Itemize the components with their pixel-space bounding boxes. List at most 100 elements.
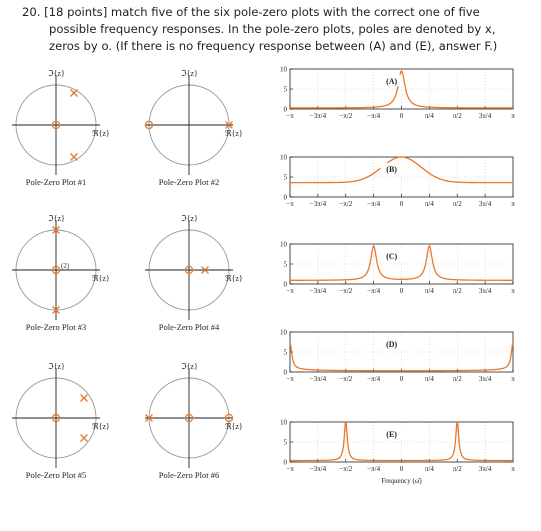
x-tick-label: π: [511, 200, 515, 208]
x-tick-label: 3π/4: [479, 465, 492, 473]
frequency-response-3: 0 5 10 −π −3π/4 −π/2 −π/4 0 π/4 π/2 3π/4 π (C): [280, 241, 515, 296]
y-tick-label: 10: [280, 329, 288, 337]
y-tick-label: 10: [280, 241, 288, 249]
x-tick-label: −3π/4: [310, 112, 327, 120]
x-tick-label: 0: [400, 287, 404, 295]
x-tick-label: π/4: [425, 287, 434, 295]
pole-stroke: [52, 306, 60, 314]
real-axis-label: ℜ{z}: [92, 422, 110, 431]
x-tick-label: π/2: [453, 200, 462, 208]
y-tick-label: 5: [284, 174, 288, 182]
pole-stroke: [70, 89, 78, 97]
x-tick-label: 0: [400, 465, 404, 473]
x-tick-label: 0: [400, 112, 404, 120]
x-tick-label: 3π/4: [479, 287, 492, 295]
response-curve: [290, 70, 513, 109]
y-tick-label: 0: [284, 106, 288, 114]
pole-stroke: [80, 434, 88, 442]
x-tick-label: −π/4: [367, 200, 380, 208]
y-tick-label: 10: [280, 154, 288, 162]
pole-zero-plot-label: Pole-Zero Plot #3: [26, 322, 86, 332]
question-line-3: zeros by o. (If there is no frequency re…: [49, 39, 498, 53]
pole-marker: [52, 226, 60, 234]
panel-tag-bg: [380, 428, 403, 439]
x-tick-label: −3π/4: [310, 375, 327, 383]
real-axis-label: ℜ{z}: [92, 274, 110, 283]
pole-zero-plot-4: ℑ{z} ℜ{z} Pole-Zero Plot #4: [145, 214, 243, 332]
y-tick-label: 10: [280, 419, 288, 427]
pole-zero-plot-2: ℑ{z} ℜ{z} Pole-Zero Plot #2: [144, 69, 243, 187]
zero-marker: [184, 265, 194, 275]
pole-multiplicity-label: (2): [61, 262, 70, 270]
x-tick-label: π: [511, 112, 515, 120]
panel-tag-bg: [380, 75, 403, 86]
x-tick-label: π/2: [453, 375, 462, 383]
x-tick-label: π/4: [425, 465, 434, 473]
x-tick-label: −π/4: [367, 287, 380, 295]
y-tick-label: 0: [284, 194, 288, 202]
panel-tag-bg: [380, 250, 403, 261]
zero-marker: [51, 265, 61, 275]
x-tick-label: −π/2: [339, 287, 352, 295]
zero-marker: [51, 413, 61, 423]
x-tick-label: −π: [286, 112, 294, 120]
x-tick-label: 3π/4: [479, 200, 492, 208]
pole-zero-plot-6: ℑ{z} ℜ{z} Pole-Zero Plot #6: [145, 362, 243, 480]
x-tick-label: −π/4: [367, 465, 380, 473]
x-tick-label: −π/4: [367, 375, 380, 383]
y-tick-label: 0: [284, 459, 288, 467]
pole-zero-plot-label: Pole-Zero Plot #5: [26, 470, 86, 480]
x-axis-label: Frequency (ω̂): [381, 477, 422, 485]
pole-stroke: [201, 266, 209, 274]
pole-zero-plot-3: ℑ{z} ℜ{z} (2) Pole-Zero Plot #3: [12, 214, 110, 332]
imag-axis-label: ℑ{z}: [48, 69, 65, 78]
x-tick-label: −π/4: [367, 112, 380, 120]
x-tick-label: π/4: [425, 375, 434, 383]
pole-marker: [201, 266, 209, 274]
y-tick-label: 0: [284, 369, 288, 377]
x-tick-label: π/4: [425, 112, 434, 120]
pole-zero-plot-label: Pole-Zero Plot #2: [159, 177, 219, 187]
pole-stroke: [52, 226, 60, 234]
panel-tag: (E): [386, 430, 397, 439]
zero-marker: [224, 413, 234, 423]
pole-stroke: [145, 414, 153, 422]
imag-axis-label: ℑ{z}: [181, 362, 198, 371]
x-tick-label: −π/2: [339, 112, 352, 120]
question-line-2: possible frequency responses. In the pol…: [49, 22, 496, 36]
y-tick-label: 0: [284, 281, 288, 289]
frequency-response-1: 0 5 10 −π −3π/4 −π/2 −π/4 0 π/4 π/2 3π/4 π (A): [280, 66, 515, 121]
real-axis-label: ℜ{z}: [225, 274, 243, 283]
pole-stroke: [225, 121, 233, 129]
pole-marker: [70, 89, 78, 97]
y-tick-label: 5: [284, 439, 288, 447]
panel-tag: (A): [386, 77, 397, 86]
zero-marker: [144, 120, 154, 130]
question-text: 20. [18 points] match five of the six po…: [22, 4, 532, 55]
y-tick-label: 10: [280, 66, 288, 74]
pole-marker: [225, 121, 233, 129]
real-axis-label: ℜ{z}: [225, 422, 243, 431]
response-curve: [289, 342, 514, 372]
question-line-1: 20. [18 points] match five of the six po…: [22, 5, 480, 19]
zero-marker: [184, 413, 194, 423]
imag-axis-label: ℑ{z}: [181, 214, 198, 223]
panel-tag-bg: [380, 338, 403, 349]
frequency-response-4: 0 5 10 −π −3π/4 −π/2 −π/4 0 π/4 π/2 3π/4 π (D): [280, 329, 515, 384]
x-tick-label: −π/2: [339, 465, 352, 473]
panel-tag: (B): [386, 165, 397, 174]
pole-zero-plot-label: Pole-Zero Plot #6: [159, 470, 219, 480]
x-tick-label: π/4: [425, 200, 434, 208]
x-tick-label: π: [511, 465, 515, 473]
panel-tag-bg: [380, 163, 403, 174]
y-tick-label: 5: [284, 86, 288, 94]
response-curve: [290, 421, 513, 462]
pole-zero-plot-5: ℑ{z} ℜ{z} Pole-Zero Plot #5: [12, 362, 110, 480]
real-axis-label: ℜ{z}: [92, 129, 110, 138]
panel-tag: (D): [386, 340, 397, 349]
x-tick-label: π: [511, 287, 515, 295]
pole-zero-plot-1: ℑ{z} ℜ{z} Pole-Zero Plot #1: [12, 69, 110, 187]
x-tick-label: 3π/4: [479, 375, 492, 383]
response-curve: [290, 156, 513, 184]
